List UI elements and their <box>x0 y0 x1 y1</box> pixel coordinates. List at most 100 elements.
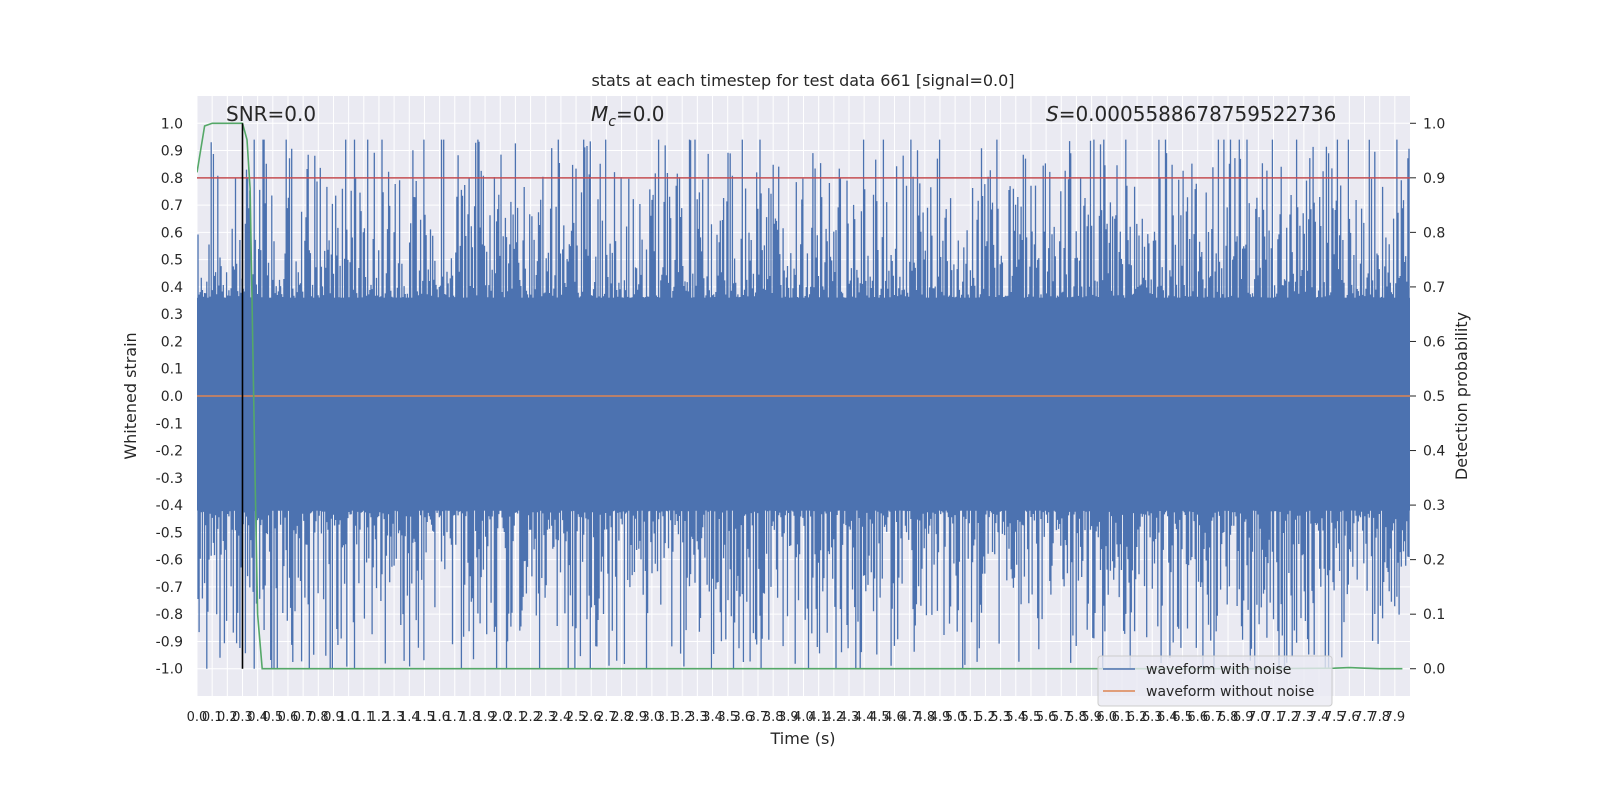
snr-annotation: SNR=0.0 <box>226 102 316 126</box>
x-tick-label: 0.4 <box>247 710 268 725</box>
x-tick-label: 2.0 <box>490 710 511 725</box>
x-tick-label: 6.8 <box>1218 710 1239 725</box>
x-tick-label: 0.2 <box>217 710 238 725</box>
x-tick-label: 0.1 <box>202 710 223 725</box>
y-tick-label: -1.0 <box>156 662 183 678</box>
x-tick-label: 7.3 <box>1294 710 1315 725</box>
x-tick-label: 7.5 <box>1324 710 1345 725</box>
y-tick-label: 0.3 <box>161 307 183 323</box>
x-tick-label: 1.8 <box>460 710 481 725</box>
x-tick-label: 6.5 <box>1172 710 1193 725</box>
x-tick-label: 1.4 <box>399 710 420 725</box>
y-tick-label: 0.7 <box>161 198 183 214</box>
y2-tick-label: 0.9 <box>1423 171 1445 187</box>
x-tick-label: 6.9 <box>1233 710 1254 725</box>
y2-tick-label: 0.3 <box>1423 498 1445 514</box>
x-tick-label: 3.8 <box>763 710 784 725</box>
y2-tick-label: 0.6 <box>1423 334 1445 350</box>
y-tick-label: 0.0 <box>161 389 183 405</box>
y2-tick-label: 0.8 <box>1423 225 1445 241</box>
x-tick-label: 2.6 <box>581 710 602 725</box>
x-tick-label: 0.3 <box>232 710 253 725</box>
y2-tick-label: 0.5 <box>1423 389 1445 405</box>
x-tick-label: 6.0 <box>1096 710 1117 725</box>
y-tick-label: -0.8 <box>156 607 183 623</box>
chart-title: stats at each timestep for test data 661… <box>591 71 1014 90</box>
y-tick-label: -0.1 <box>156 416 183 432</box>
x-tick-label: 1.0 <box>338 710 359 725</box>
legend-label-clean: waveform without noise <box>1146 684 1314 700</box>
x-tick-label: 4.3 <box>839 710 860 725</box>
x-tick-label: 3.6 <box>733 710 754 725</box>
x-tick-label: 4.0 <box>793 710 814 725</box>
y-tick-label: -0.2 <box>156 444 183 460</box>
x-tick-label: 0.0 <box>187 710 208 725</box>
x-tick-label: 7.8 <box>1369 710 1390 725</box>
x-tick-label: 5.0 <box>945 710 966 725</box>
x-tick-label: 4.8 <box>914 710 935 725</box>
x-tick-label: 7.7 <box>1354 710 1375 725</box>
x-tick-label: 6.6 <box>1187 710 1208 725</box>
y-tick-label: 0.5 <box>161 253 183 269</box>
x-tick-label: 0.8 <box>308 710 329 725</box>
y2-tick-label: 0.1 <box>1423 607 1445 623</box>
x-tick-label: 4.9 <box>930 710 951 725</box>
x-tick-label: 2.8 <box>611 710 632 725</box>
y-tick-label: 0.2 <box>161 334 183 350</box>
legend-label-noise: waveform with noise <box>1146 662 1291 678</box>
x-tick-label: 7.0 <box>1248 710 1269 725</box>
x-tick-label: 1.7 <box>444 710 465 725</box>
y2-tick-label: 0.7 <box>1423 280 1445 296</box>
x-tick-label: 3.0 <box>642 710 663 725</box>
x-tick-label: 2.3 <box>535 710 556 725</box>
s-annotation: S=0.0005588678759522736 <box>1046 102 1336 126</box>
x-tick-label: 4.4 <box>854 710 875 725</box>
x-tick-label: 4.7 <box>899 710 920 725</box>
x-tick-label: 7.4 <box>1309 710 1330 725</box>
x-tick-label: 2.4 <box>551 710 572 725</box>
y-tick-label: 1.0 <box>161 116 183 132</box>
x-tick-label: 5.8 <box>1066 710 1087 725</box>
y-tick-label: 0.4 <box>161 280 183 296</box>
x-tick-label: 3.5 <box>717 710 738 725</box>
x-tick-label: 0.7 <box>293 710 314 725</box>
plot-area <box>197 122 1410 670</box>
x-tick-label: 6.4 <box>1157 710 1178 725</box>
x-tick-label: 6.3 <box>1142 710 1163 725</box>
x-tick-label: 1.3 <box>384 710 405 725</box>
y-tick-label: -0.7 <box>156 580 183 596</box>
x-tick-label: 3.7 <box>748 710 769 725</box>
x-tick-label: 3.9 <box>778 710 799 725</box>
y2-tick-label: 0.4 <box>1423 444 1445 460</box>
x-tick-label: 4.6 <box>884 710 905 725</box>
x-tick-label: 6.2 <box>1127 710 1148 725</box>
chirp-mass-annotation: Mc=0.0 <box>591 102 665 130</box>
x-tick-label: 3.4 <box>702 710 723 725</box>
x-tick-label: 2.9 <box>626 710 647 725</box>
waveform-with-noise-line <box>197 139 1410 669</box>
x-tick-label: 5.7 <box>1051 710 1072 725</box>
s-value: =0.0005588678759522736 <box>1059 102 1337 126</box>
x-tick-label: 1.6 <box>429 710 450 725</box>
x-tick-label: 1.5 <box>414 710 435 725</box>
x-tick-label: 5.5 <box>1021 710 1042 725</box>
x-tick-label: 0.5 <box>262 710 283 725</box>
y2-axis-label: Detection probability <box>1452 312 1471 480</box>
chirp-mass-symbol: M <box>591 102 608 126</box>
y2-tick-label: 1.0 <box>1423 116 1445 132</box>
y-tick-label: 0.6 <box>161 225 183 241</box>
x-tick-label: 3.3 <box>687 710 708 725</box>
x-tick-label: 5.3 <box>990 710 1011 725</box>
y-tick-label: -0.4 <box>156 498 183 514</box>
detection-probability-line <box>197 122 1403 670</box>
x-tick-label: 0.9 <box>323 710 344 725</box>
x-tick-label: 4.2 <box>823 710 844 725</box>
x-tick-label: 6.7 <box>1203 710 1224 725</box>
x-tick-label: 7.1 <box>1263 710 1284 725</box>
x-tick-label: 5.9 <box>1081 710 1102 725</box>
y-tick-label: -0.5 <box>156 525 183 541</box>
x-tick-label: 5.6 <box>1036 710 1057 725</box>
x-tick-label: 0.6 <box>278 710 299 725</box>
s-symbol: S <box>1046 102 1059 126</box>
